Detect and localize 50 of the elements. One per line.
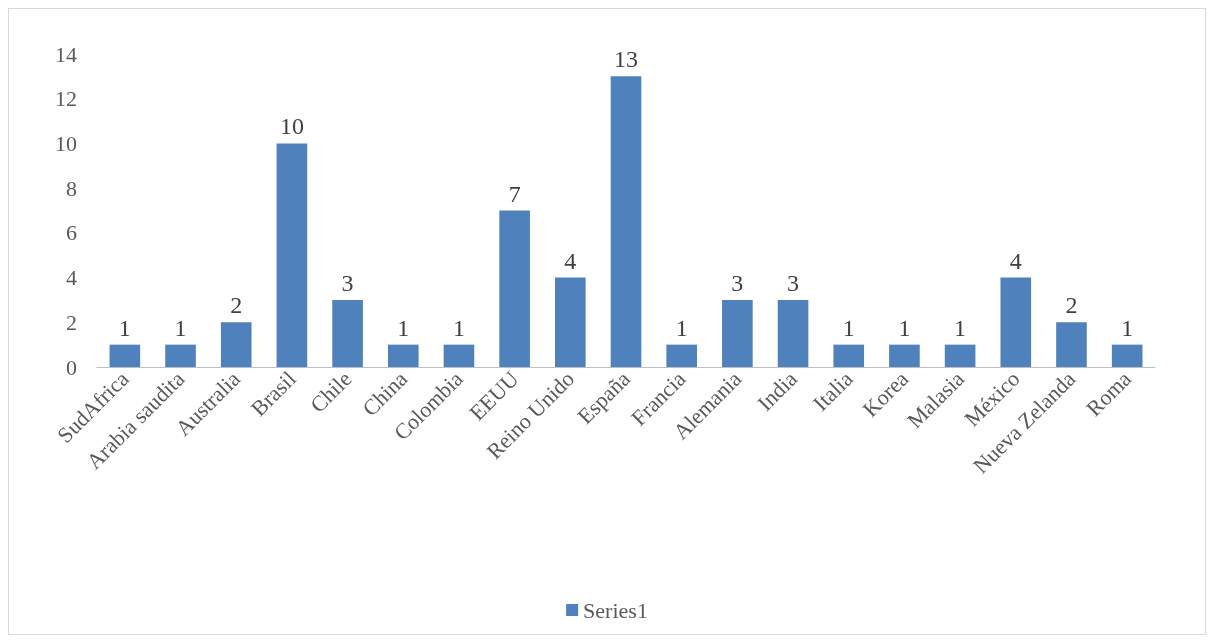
bar	[443, 344, 475, 367]
bar	[722, 299, 753, 367]
data-label: 1	[452, 314, 465, 341]
bar	[165, 344, 196, 367]
bar	[666, 344, 697, 367]
data-label: 13	[614, 46, 638, 73]
data-label: 1	[898, 314, 911, 341]
x-tick-label: Chile	[305, 366, 357, 418]
bar	[387, 344, 419, 367]
data-label: 3	[341, 269, 354, 296]
bar	[1056, 322, 1087, 367]
bar	[109, 344, 141, 367]
y-tick-label: 8	[66, 175, 77, 201]
data-label: 1	[1121, 314, 1134, 341]
data-label: 1	[954, 314, 967, 341]
bar	[555, 277, 586, 367]
bar	[1000, 277, 1032, 367]
data-label: 1	[118, 314, 131, 341]
data-label: 3	[731, 269, 744, 296]
data-label: 1	[675, 314, 688, 341]
data-label: 4	[564, 247, 577, 274]
y-tick-label: 10	[55, 130, 77, 156]
data-label: 2	[230, 292, 243, 319]
data-label: 1	[397, 314, 410, 341]
bar	[499, 210, 530, 367]
bar	[610, 76, 642, 367]
bar	[1111, 344, 1143, 367]
bar	[777, 299, 809, 367]
data-label: 7	[508, 180, 521, 207]
bar	[889, 344, 920, 367]
bar	[833, 344, 865, 367]
data-label: 3	[787, 269, 800, 296]
bar	[276, 143, 308, 367]
legend-label: Series1	[583, 597, 648, 623]
y-tick-label: 12	[55, 86, 77, 112]
y-tick-label: 0	[66, 354, 77, 380]
data-label: 4	[1009, 247, 1022, 274]
bar	[220, 322, 252, 367]
data-label: 2	[1065, 292, 1078, 319]
data-label: 1	[174, 314, 187, 341]
data-label: 1	[842, 314, 855, 341]
y-tick-label: 14	[55, 41, 77, 67]
y-tick-label: 6	[66, 220, 77, 246]
bar	[332, 299, 363, 367]
x-tick-label: Italia	[807, 366, 858, 416]
x-tick-label: India	[752, 365, 803, 416]
data-label: 10	[279, 113, 304, 140]
y-tick-label: 4	[66, 265, 77, 291]
y-tick-label: 2	[66, 309, 77, 335]
bar	[944, 344, 976, 367]
